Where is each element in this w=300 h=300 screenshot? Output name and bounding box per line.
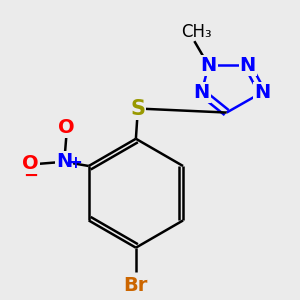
Text: N: N bbox=[194, 83, 210, 102]
Text: S: S bbox=[130, 98, 146, 118]
Text: N: N bbox=[56, 152, 72, 171]
Text: N: N bbox=[254, 83, 270, 102]
Text: N: N bbox=[200, 56, 217, 75]
Text: N: N bbox=[239, 56, 256, 75]
Text: CH₃: CH₃ bbox=[181, 23, 212, 41]
Text: −: − bbox=[23, 167, 38, 185]
Text: Br: Br bbox=[124, 277, 148, 296]
Text: +: + bbox=[69, 154, 82, 172]
Text: O: O bbox=[22, 154, 39, 173]
Text: O: O bbox=[58, 118, 75, 137]
